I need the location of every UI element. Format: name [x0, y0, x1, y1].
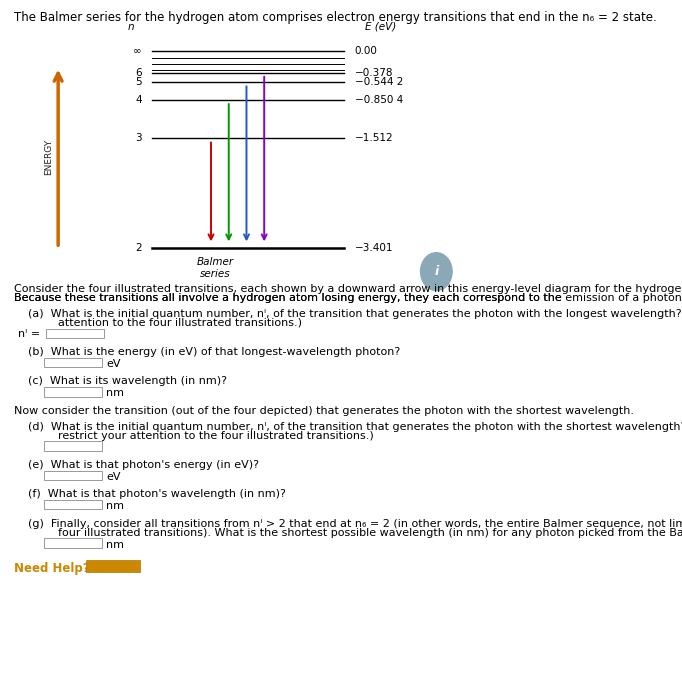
Text: 6: 6 — [135, 68, 142, 78]
FancyBboxPatch shape — [44, 538, 102, 548]
Text: attention to the four illustrated transitions.): attention to the four illustrated transi… — [58, 318, 302, 327]
FancyBboxPatch shape — [86, 560, 140, 572]
Text: 0.00: 0.00 — [355, 46, 378, 56]
Text: Balmer
series: Balmer series — [197, 257, 234, 279]
Text: −1.512: −1.512 — [355, 134, 394, 143]
Text: Read It: Read It — [92, 561, 134, 571]
Text: n: n — [128, 21, 134, 32]
Text: (f)  What is that photon's wavelength (in nm)?: (f) What is that photon's wavelength (in… — [28, 489, 286, 499]
Text: 4: 4 — [135, 95, 142, 105]
Text: nm: nm — [106, 388, 124, 398]
Text: Because these transitions all involve a hydrogen atom losing energy, they each c: Because these transitions all involve a … — [14, 293, 682, 302]
Text: eV: eV — [106, 359, 121, 369]
FancyBboxPatch shape — [44, 500, 102, 509]
Text: nᴵ =: nᴵ = — [18, 329, 40, 339]
Text: (a)  What is the initial quantum number, nᴵ, of the transition that generates th: (a) What is the initial quantum number, … — [28, 309, 682, 318]
Text: The Balmer series for the hydrogen atom comprises electron energy transitions th: The Balmer series for the hydrogen atom … — [14, 11, 656, 24]
Text: (d)  What is the initial quantum number, nᴵ, of the transition that generates th: (d) What is the initial quantum number, … — [28, 422, 682, 432]
Text: −0.378: −0.378 — [355, 68, 393, 78]
Text: (b)  What is the energy (in eV) of that longest-wavelength photon?: (b) What is the energy (in eV) of that l… — [28, 347, 400, 357]
Text: (e)  What is that photon's energy (in eV)?: (e) What is that photon's energy (in eV)… — [28, 460, 259, 470]
Text: 2: 2 — [135, 243, 142, 253]
Text: ENERGY: ENERGY — [44, 139, 53, 176]
Text: −0.850 4: −0.850 4 — [355, 95, 403, 105]
Text: eV: eV — [106, 472, 121, 482]
FancyBboxPatch shape — [44, 441, 102, 451]
Text: restrict your attention to the four illustrated transitions.): restrict your attention to the four illu… — [58, 431, 374, 441]
Text: 3: 3 — [135, 134, 142, 143]
Text: ∞: ∞ — [133, 46, 142, 56]
Text: four illustrated transitions). What is the shortest possible wavelength (in nm) : four illustrated transitions). What is t… — [58, 528, 682, 538]
Text: Because these transitions all involve a hydrogen atom losing energy, they each c: Because these transitions all involve a … — [14, 293, 565, 302]
FancyBboxPatch shape — [44, 358, 102, 367]
Text: nm: nm — [106, 501, 124, 511]
FancyBboxPatch shape — [44, 471, 102, 480]
Text: (g)  Finally, consider all transitions from nᴵ > 2 that end at n₆ = 2 (in other : (g) Finally, consider all transitions fr… — [28, 519, 682, 529]
Text: Need Help?: Need Help? — [14, 562, 89, 575]
FancyBboxPatch shape — [44, 387, 102, 397]
Text: −3.401: −3.401 — [355, 243, 393, 253]
Text: Now consider the transition (out of the four depicted) that generates the photon: Now consider the transition (out of the … — [14, 406, 634, 416]
Text: 5: 5 — [135, 78, 142, 87]
Text: (c)  What is its wavelength (in nm)?: (c) What is its wavelength (in nm)? — [28, 376, 227, 386]
Text: i: i — [434, 265, 439, 278]
Circle shape — [421, 253, 452, 291]
Text: Consider the four illustrated transitions, each shown by a downward arrow in thi: Consider the four illustrated transition… — [14, 284, 682, 293]
Text: E (eV): E (eV) — [366, 21, 396, 32]
Text: nm: nm — [106, 540, 124, 549]
Text: −0.544 2: −0.544 2 — [355, 78, 403, 87]
FancyBboxPatch shape — [46, 329, 104, 338]
